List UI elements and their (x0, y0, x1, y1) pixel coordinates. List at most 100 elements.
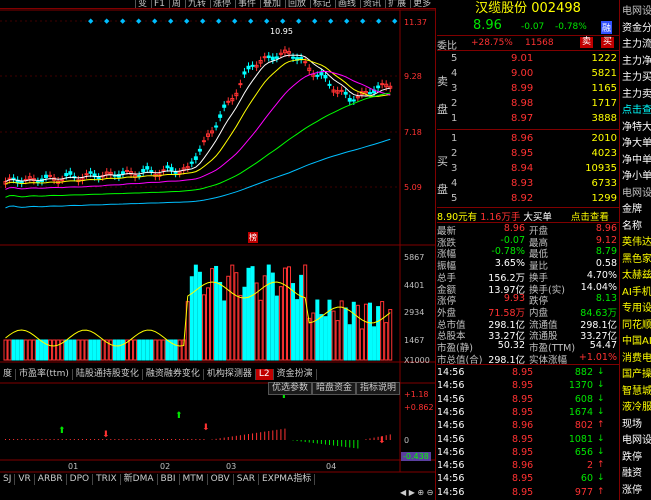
toolbar-item[interactable]: 资讯 (360, 0, 381, 9)
trade-volume: 882 (574, 367, 593, 378)
side-item[interactable]: 主力净 (622, 55, 651, 67)
side-item[interactable]: 净特大 (622, 121, 651, 133)
candle-body (266, 55, 271, 59)
scroll-arrows-icon[interactable]: ◀ ▶ ⊕ ⊖ (400, 488, 434, 497)
side-item[interactable]: 消费电 (622, 352, 651, 364)
candle-body (185, 166, 190, 169)
side-item[interactable]: 金牌 (622, 204, 642, 215)
indicator-tab[interactable]: L2 (255, 369, 274, 380)
side-item[interactable]: 智慧城 (622, 385, 651, 397)
ma5-line (5, 54, 391, 182)
volume-bar (44, 339, 48, 361)
indicator-tab[interactable]: 市盈率(ttm) (16, 369, 73, 380)
side-item[interactable]: 电网设 (622, 187, 651, 199)
toolbar-item[interactable]: 叠加 (259, 0, 281, 9)
side-item[interactable]: 净小单 (622, 171, 651, 182)
macd-signal-arrow: ⬆ (280, 391, 288, 401)
candle-body (347, 98, 352, 102)
bottom-tab[interactable]: TRIX (93, 474, 121, 485)
candle-body (339, 89, 344, 92)
toolbar-item[interactable]: 事件 (234, 0, 256, 9)
indicator-tab[interactable]: 机构探测器 (204, 369, 256, 380)
side-item[interactable]: 英伟达 (622, 237, 651, 248)
side-item[interactable]: 液冷服 (622, 402, 651, 413)
toolbar-item[interactable]: F1 (151, 0, 165, 9)
stat-label: 流通股 (529, 331, 558, 343)
side-item[interactable]: 净中单 (622, 154, 651, 166)
volume-bar (193, 264, 198, 361)
side-item[interactable]: 中国AI (622, 336, 651, 347)
macd-tab[interactable]: 指标说明 (356, 382, 401, 395)
bid-volume: 1299 (591, 193, 617, 204)
volume-bar (368, 302, 372, 361)
bottom-tab[interactable]: BBI (158, 474, 180, 485)
side-item[interactable]: 国产操 (622, 369, 651, 380)
bottom-tab[interactable]: DPO (67, 474, 94, 485)
bottom-tab[interactable]: 新DMA (121, 474, 158, 485)
bottom-tab[interactable]: SAR (234, 474, 260, 485)
indicator-tab[interactable]: 融资融券变化 (143, 369, 204, 380)
volume-bar (108, 339, 113, 361)
candle-body (242, 71, 247, 75)
toolbar-item[interactable]: 变 (135, 0, 147, 9)
indicator-tab[interactable]: 陆股通持股变化 (73, 369, 143, 380)
toolbar-item[interactable]: 标记 (310, 0, 331, 9)
side-item[interactable]: 黑色家 (622, 253, 651, 265)
toolbar-item[interactable]: 更多 (410, 0, 431, 9)
sell-button[interactable]: 卖 (580, 37, 594, 48)
toolbar-item[interactable]: 画线 (335, 0, 356, 9)
side-item[interactable]: 净大单 (622, 138, 651, 149)
ask-volume: 1222 (591, 53, 617, 64)
side-item[interactable]: 电网设 (622, 6, 651, 17)
bid-level: 5 (451, 193, 458, 204)
side-item[interactable]: 主力流 (622, 39, 651, 50)
indicator-tab[interactable]: 资金扮演 (274, 369, 317, 380)
macd-tab[interactable]: 暗盘资金 (312, 382, 357, 395)
side-item[interactable]: AI手机 (622, 286, 651, 298)
volume-bar (64, 339, 69, 361)
side-item[interactable]: 专用设 (622, 303, 651, 314)
toolbar-item[interactable]: 周 (168, 0, 181, 9)
side-item[interactable]: 涨停 (622, 484, 642, 496)
side-item[interactable]: 同花顺 (622, 319, 651, 331)
candle-body (282, 49, 287, 54)
bottom-tab[interactable]: OBV (208, 474, 234, 485)
side-item[interactable]: 主力买 (622, 72, 651, 83)
bottom-tab[interactable]: ARBR (35, 474, 67, 485)
side-item[interactable]: 融资 (622, 468, 642, 479)
side-item[interactable]: 跌停 (622, 451, 642, 463)
stat-value: 8.96 (595, 223, 617, 234)
bottom-tab[interactable]: VR (15, 474, 35, 485)
toolbar-item[interactable]: 回放 (285, 0, 306, 9)
big-order-link[interactable]: 点击查看 (570, 212, 609, 223)
kline-chart-area[interactable]: 变 F1 周九转 涨停 事件 叠加 回放 标记 画线 资讯 扩展 更多 ◆ ◆ ◆ ◆ ◆ ◆ ◆ ◆ ◆ ◆ ◆ ◆ ◆ ◆ ◆… (0, 0, 436, 500)
side-item[interactable]: 主力卖 (622, 88, 651, 100)
side-item[interactable]: 点击查 (622, 105, 651, 116)
volume-bar (303, 264, 308, 361)
kline-svg[interactable]: ◆ ◆ ◆ ◆ ◆ ◆ ◆ ◆ ◆ ◆ ◆ ◆ ◆ ◆ ◆ ◆ ◆ ◆ ◆ ◆ ⬆ ⬆ ⬆ ⬇ ⬇ ⬇ (0, 0, 436, 500)
side-item[interactable]: 名称 (622, 220, 642, 232)
macd-tab[interactable]: 优选参数 (268, 382, 313, 395)
bottom-tab[interactable]: EXPMA指标 (259, 474, 316, 485)
signal-diamond: ◆ (264, 17, 270, 25)
side-item[interactable]: 现场 (622, 418, 642, 430)
bottom-tab[interactable]: MTM (180, 474, 208, 485)
toolbar-item[interactable]: 九转 (184, 0, 206, 9)
ask-level: 5 (451, 53, 458, 64)
side-item[interactable]: 太赫兹 (622, 270, 651, 281)
candle-body (161, 169, 166, 172)
toolbar-item[interactable]: 扩展 (385, 0, 406, 9)
candle-body (68, 171, 73, 175)
volume-bar (380, 301, 385, 361)
side-item[interactable]: 资金分 (622, 22, 651, 34)
candle-body (84, 173, 89, 176)
list-badge[interactable]: 榜 (248, 232, 258, 243)
toolbar-item[interactable]: 涨停 (209, 0, 231, 9)
bottom-tab[interactable]: SJ (0, 474, 16, 485)
volume-bar (319, 314, 324, 361)
indicator-tab[interactable]: 度 (0, 369, 17, 380)
side-item[interactable]: 电网设 (622, 435, 651, 446)
candle-body (335, 90, 340, 94)
buy-button[interactable]: 买 (601, 37, 615, 48)
trade-price: 8.95 (512, 393, 534, 405)
